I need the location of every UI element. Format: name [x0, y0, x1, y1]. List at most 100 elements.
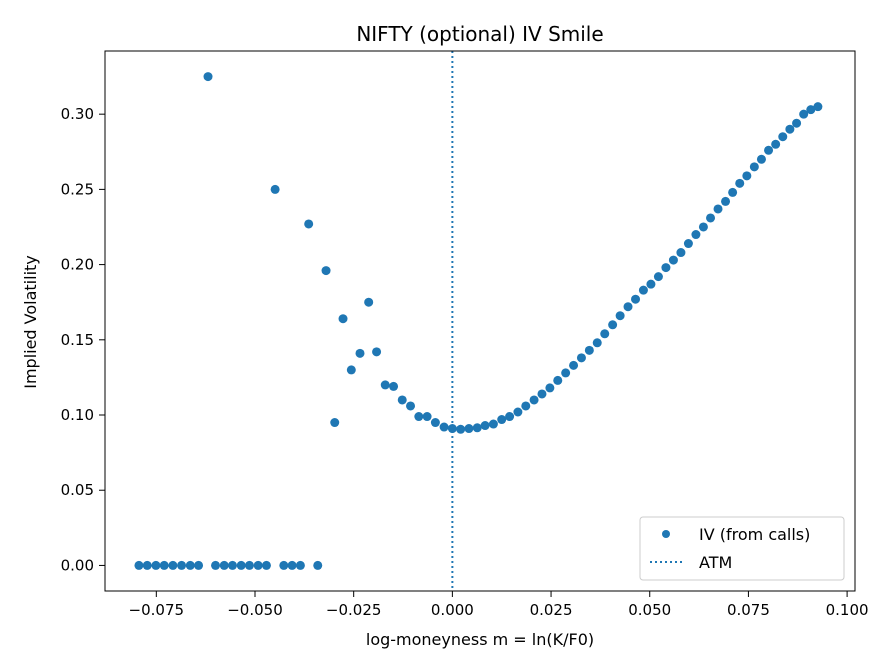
- data-point: [287, 560, 297, 570]
- data-point: [521, 401, 531, 411]
- data-point: [792, 118, 802, 128]
- data-point: [771, 139, 781, 149]
- data-point: [447, 424, 457, 434]
- x-tick-label: 0.075: [727, 601, 770, 619]
- legend-marker-iv: [662, 530, 670, 538]
- y-tick-label: 0.30: [61, 105, 94, 123]
- data-point: [778, 132, 788, 142]
- data-point: [159, 560, 169, 570]
- x-tick-label: 0.000: [431, 601, 474, 619]
- data-point: [321, 266, 331, 276]
- legend: IV (from calls) ATM: [639, 516, 845, 581]
- data-point: [406, 401, 416, 411]
- data-point: [683, 239, 693, 249]
- y-tick-label: 0.05: [61, 481, 94, 499]
- data-point: [600, 329, 610, 339]
- data-point: [608, 320, 618, 330]
- data-point: [142, 560, 152, 570]
- data-point: [372, 347, 382, 357]
- data-point: [545, 383, 555, 393]
- data-point: [389, 381, 399, 391]
- data-point: [134, 560, 144, 570]
- data-point: [576, 353, 586, 363]
- data-point: [646, 279, 656, 289]
- data-point: [330, 418, 340, 428]
- data-point: [364, 297, 374, 307]
- y-tick-label: 0.15: [61, 331, 94, 349]
- data-point: [691, 230, 701, 240]
- y-tick-label: 0.25: [61, 180, 94, 198]
- data-point: [584, 345, 594, 355]
- data-point: [211, 560, 221, 570]
- data-point: [537, 389, 547, 399]
- data-point: [676, 248, 686, 258]
- x-tick-label: 0.050: [628, 601, 671, 619]
- data-point: [631, 294, 641, 304]
- data-point: [422, 412, 432, 422]
- data-point: [813, 102, 823, 112]
- data-point: [355, 348, 365, 358]
- data-point: [661, 263, 671, 273]
- data-point: [561, 368, 571, 378]
- data-point: [261, 560, 271, 570]
- data-point: [497, 415, 507, 425]
- data-point: [742, 171, 752, 181]
- data-point: [638, 285, 648, 295]
- x-tick-label: −0.025: [326, 601, 382, 619]
- x-tick-label: −0.075: [129, 601, 185, 619]
- legend-box: [639, 516, 845, 581]
- data-point: [668, 255, 678, 265]
- data-point: [439, 422, 449, 432]
- data-point: [464, 424, 474, 434]
- plot-area: −0.075 −0.050 −0.025 0.000 0.025 0.050 0.075 0.…: [61, 50, 869, 619]
- data-point: [244, 560, 254, 570]
- data-point: [735, 178, 745, 188]
- data-point: [151, 560, 161, 570]
- data-point: [505, 412, 515, 422]
- data-point: [253, 560, 263, 570]
- data-point: [313, 560, 323, 570]
- data-point: [698, 222, 708, 232]
- data-point: [721, 196, 731, 206]
- data-point: [706, 213, 716, 223]
- x-axis-label: log-moneyness m = ln(K/F0): [366, 630, 594, 649]
- y-tick-label: 0.10: [61, 406, 94, 424]
- data-point: [623, 302, 633, 312]
- data-point: [414, 412, 424, 422]
- data-point: [279, 560, 289, 570]
- legend-label-iv: IV (from calls): [699, 525, 810, 544]
- data-point: [799, 109, 809, 119]
- data-point: [592, 338, 602, 348]
- data-point: [764, 145, 774, 155]
- data-point: [615, 311, 625, 321]
- data-point: [168, 560, 178, 570]
- data-point: [806, 105, 816, 115]
- data-point: [728, 187, 738, 197]
- y-axis-label: Implied Volatility: [21, 255, 40, 389]
- axes-frame: [104, 50, 856, 592]
- data-point: [480, 421, 490, 431]
- data-point: [713, 204, 723, 214]
- data-point: [228, 560, 237, 570]
- data-point: [295, 560, 305, 570]
- data-point: [270, 184, 280, 194]
- data-point: [203, 72, 213, 82]
- x-tick-label: 0.100: [826, 601, 869, 619]
- legend-label-atm: ATM: [699, 553, 732, 572]
- data-point: [749, 162, 759, 172]
- data-point: [185, 560, 195, 570]
- data-point: [785, 124, 795, 134]
- data-point: [430, 418, 440, 428]
- data-point: [488, 419, 498, 429]
- y-tick-label: 0.20: [61, 256, 94, 274]
- x-tick-label: 0.025: [530, 601, 573, 619]
- data-point: [177, 560, 187, 570]
- data-point: [553, 375, 563, 385]
- data-point: [472, 423, 482, 433]
- x-tick-label: −0.050: [227, 601, 283, 619]
- data-point: [194, 560, 204, 570]
- data-point: [653, 272, 663, 282]
- data-point: [236, 560, 246, 570]
- data-point: [219, 560, 229, 570]
